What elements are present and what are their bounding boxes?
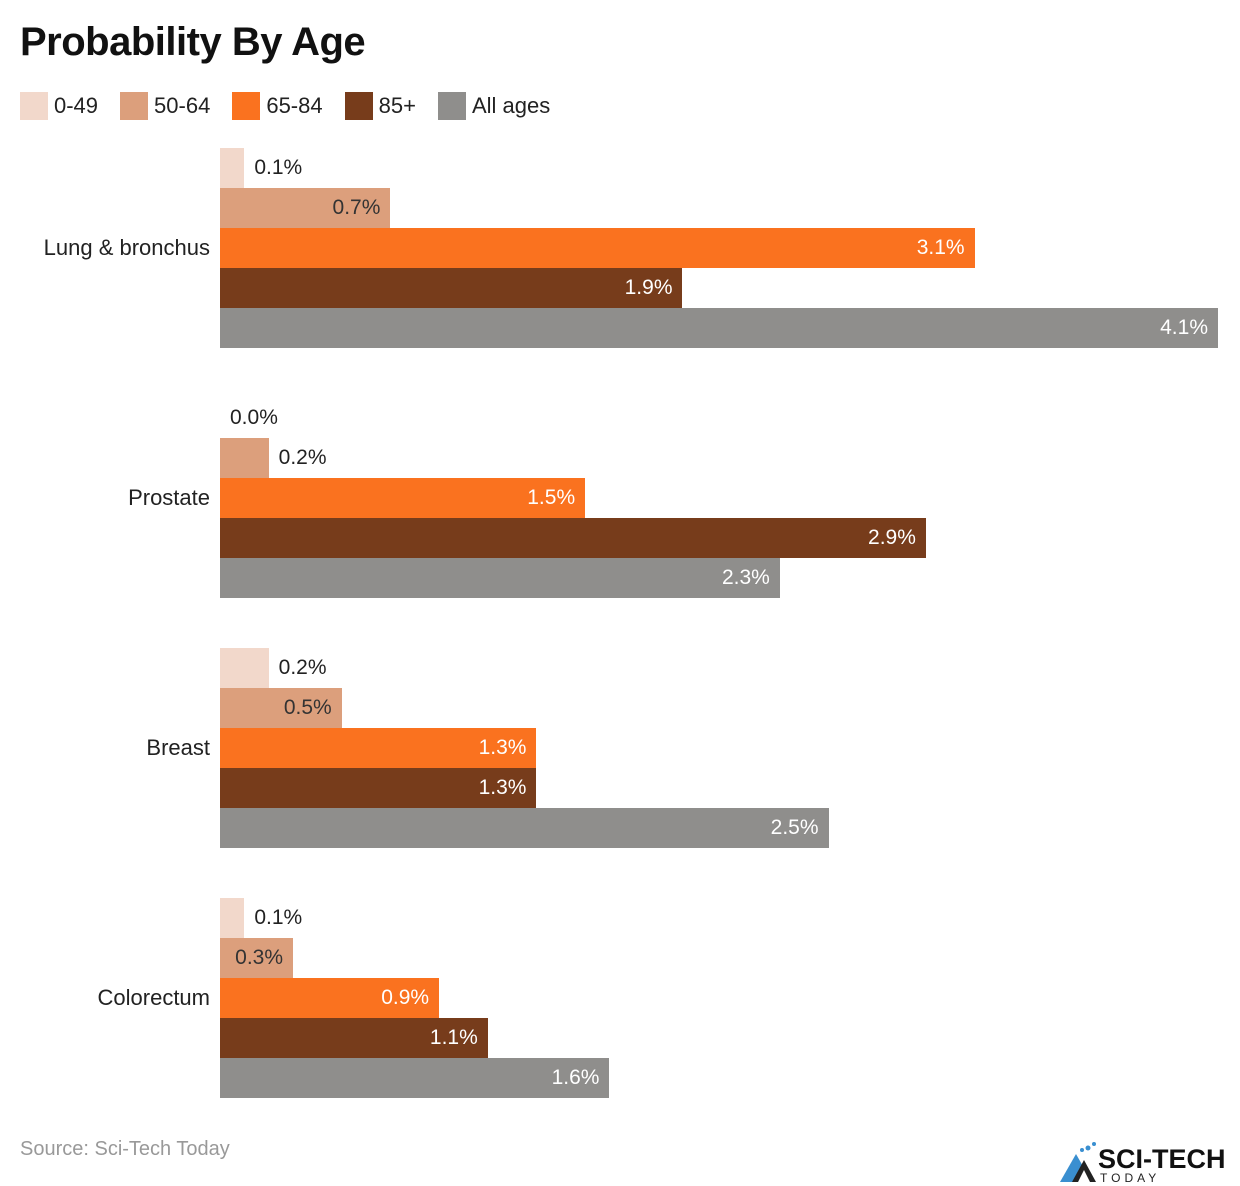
bar: [220, 1018, 488, 1058]
bar: [220, 1058, 610, 1098]
data-label: 0.2%: [278, 446, 327, 469]
data-label: 1.5%: [527, 486, 576, 509]
bar: [220, 308, 1218, 348]
bar: [220, 728, 537, 768]
category-label: Breast: [146, 735, 210, 760]
data-label: 3.1%: [916, 236, 965, 259]
legend-swatch: [437, 92, 466, 120]
legend-item: 85+: [344, 92, 416, 120]
legend: 0-49 50-64 65-84 85+ All ages: [20, 92, 572, 120]
legend-swatch: [232, 92, 261, 120]
legend-item: 0-49: [20, 92, 98, 120]
bar: [220, 978, 440, 1018]
legend-item: 65-84: [232, 92, 323, 120]
data-label: 1.3%: [478, 736, 527, 759]
data-label: 2.3%: [721, 566, 770, 589]
bar: [220, 938, 294, 978]
legend-label: 0-49: [54, 93, 99, 118]
bar: [220, 228, 975, 268]
legend-item: All ages: [437, 92, 551, 120]
bar: [220, 188, 391, 228]
data-label: 0.9%: [381, 986, 430, 1009]
data-label: 4.1%: [1160, 316, 1208, 339]
bar: [220, 518, 926, 558]
data-label: 1.9%: [624, 276, 673, 299]
data-label: 2.5%: [770, 816, 819, 839]
legend-swatch: [20, 92, 48, 120]
data-label: 2.9%: [868, 526, 916, 549]
legend-item: 50-64: [120, 92, 210, 120]
legend-swatch: [120, 92, 149, 120]
data-label: 0.7%: [332, 196, 381, 219]
data-label: 0.1%: [254, 156, 303, 179]
data-label: 1.3%: [478, 776, 527, 799]
data-label: 0.1%: [254, 906, 303, 929]
bar: [220, 558, 780, 598]
bar: [220, 268, 683, 308]
bar: [220, 648, 269, 688]
bar: [220, 768, 537, 808]
legend-label: 85+: [378, 93, 416, 118]
bar: [220, 478, 586, 518]
bar: [220, 898, 245, 938]
legend-label: 50-64: [154, 93, 211, 118]
bar: [220, 688, 342, 728]
category-label: Colorectum: [97, 985, 210, 1010]
legend-swatch: [344, 92, 373, 120]
sci-tech-logo: SCI-TECH TODAY: [1060, 1142, 1226, 1184]
data-label: 0.0%: [230, 406, 278, 429]
data-label: 1.1%: [429, 1026, 478, 1049]
data-label: 0.5%: [283, 696, 332, 719]
data-label: 1.6%: [551, 1066, 600, 1089]
bar: [220, 808, 829, 848]
svg-text:TODAY: TODAY: [1100, 1171, 1160, 1184]
data-label: 0.2%: [278, 656, 327, 679]
data-label: 0.3%: [235, 946, 284, 969]
legend-label: 65-84: [266, 93, 323, 118]
bar: [220, 438, 269, 478]
chart-title: Probability By Age: [20, 20, 366, 64]
category-label: Lung & bronchus: [43, 235, 210, 260]
svg-text:SCI-TECH: SCI-TECH: [1098, 1144, 1226, 1174]
source-note: Source: Sci-Tech Today: [20, 1138, 230, 1160]
legend-label: All ages: [471, 93, 551, 118]
bar: [220, 148, 245, 188]
category-label: Prostate: [128, 485, 210, 510]
